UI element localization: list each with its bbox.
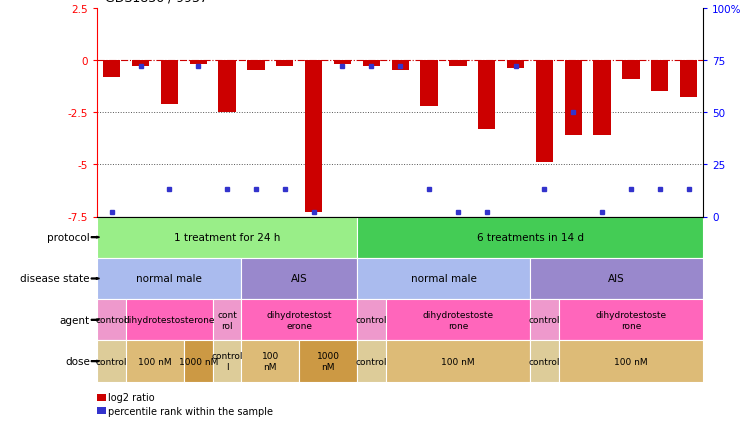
Bar [184,341,212,382]
Bar [242,299,357,341]
Bar [161,61,178,105]
Text: 100 nM: 100 nM [138,357,172,366]
Bar [386,299,530,341]
Bar [680,61,697,98]
Bar [212,299,242,341]
Text: percentile rank within the sample: percentile rank within the sample [108,406,274,415]
Bar [218,61,236,113]
Text: control: control [96,357,127,366]
Bar [363,61,380,67]
Bar [593,61,611,136]
Text: AIS: AIS [608,274,625,284]
Bar [97,299,126,341]
Bar [126,341,184,382]
Bar [478,61,495,129]
Bar [357,258,530,299]
Text: AIS: AIS [291,274,307,284]
Bar [97,341,126,382]
Text: dose: dose [65,356,90,366]
Bar [386,341,530,382]
Bar [132,61,149,67]
Bar [212,341,242,382]
Text: 1000 nM: 1000 nM [179,357,218,366]
Bar [565,61,582,136]
Bar [559,299,703,341]
Text: 100 nM: 100 nM [441,357,475,366]
Text: control
l: control l [212,352,243,371]
Text: agent: agent [60,315,90,325]
Text: control: control [529,357,560,366]
Bar [248,61,265,71]
Bar [299,341,357,382]
Text: control: control [355,357,387,366]
Bar [242,341,299,382]
Bar [450,61,467,67]
Bar [559,341,703,382]
Bar [652,61,669,92]
Bar [391,61,409,71]
Text: cont
rol: cont rol [217,310,237,330]
Bar [530,299,559,341]
Text: protocol: protocol [47,233,90,243]
Bar [530,341,559,382]
Bar [103,61,120,77]
Text: normal male: normal male [411,274,476,284]
Text: control: control [96,316,127,325]
Text: control: control [355,316,387,325]
Text: dihydrotestoste
rone: dihydrotestoste rone [595,310,666,330]
Text: 6 treatments in 14 d: 6 treatments in 14 d [476,233,583,243]
Bar [305,61,322,213]
Text: 100
nM: 100 nM [262,352,279,371]
Bar [622,61,640,79]
Bar [97,217,357,258]
Bar [420,61,438,107]
Bar [126,299,212,341]
Bar [357,217,703,258]
Text: 1000
nM: 1000 nM [316,352,340,371]
Bar [357,299,386,341]
Bar [530,258,703,299]
Text: normal male: normal male [136,274,202,284]
Bar [276,61,293,67]
Bar [334,61,351,65]
Text: GDS1836 / 9937: GDS1836 / 9937 [105,0,208,4]
Text: control: control [529,316,560,325]
Bar [357,341,386,382]
Text: dihydrotestoste
rone: dihydrotestoste rone [423,310,494,330]
Bar [507,61,524,69]
Bar [97,258,242,299]
Bar [189,61,207,65]
Text: 1 treatment for 24 h: 1 treatment for 24 h [174,233,280,243]
Text: 100 nM: 100 nM [614,357,648,366]
Bar [242,258,357,299]
Text: dihydrotestost
erone: dihydrotestost erone [266,310,332,330]
Text: dihydrotestosterone: dihydrotestosterone [123,316,215,325]
Text: log2 ratio: log2 ratio [108,393,155,402]
Text: disease state: disease state [20,274,90,284]
Bar [536,61,553,163]
